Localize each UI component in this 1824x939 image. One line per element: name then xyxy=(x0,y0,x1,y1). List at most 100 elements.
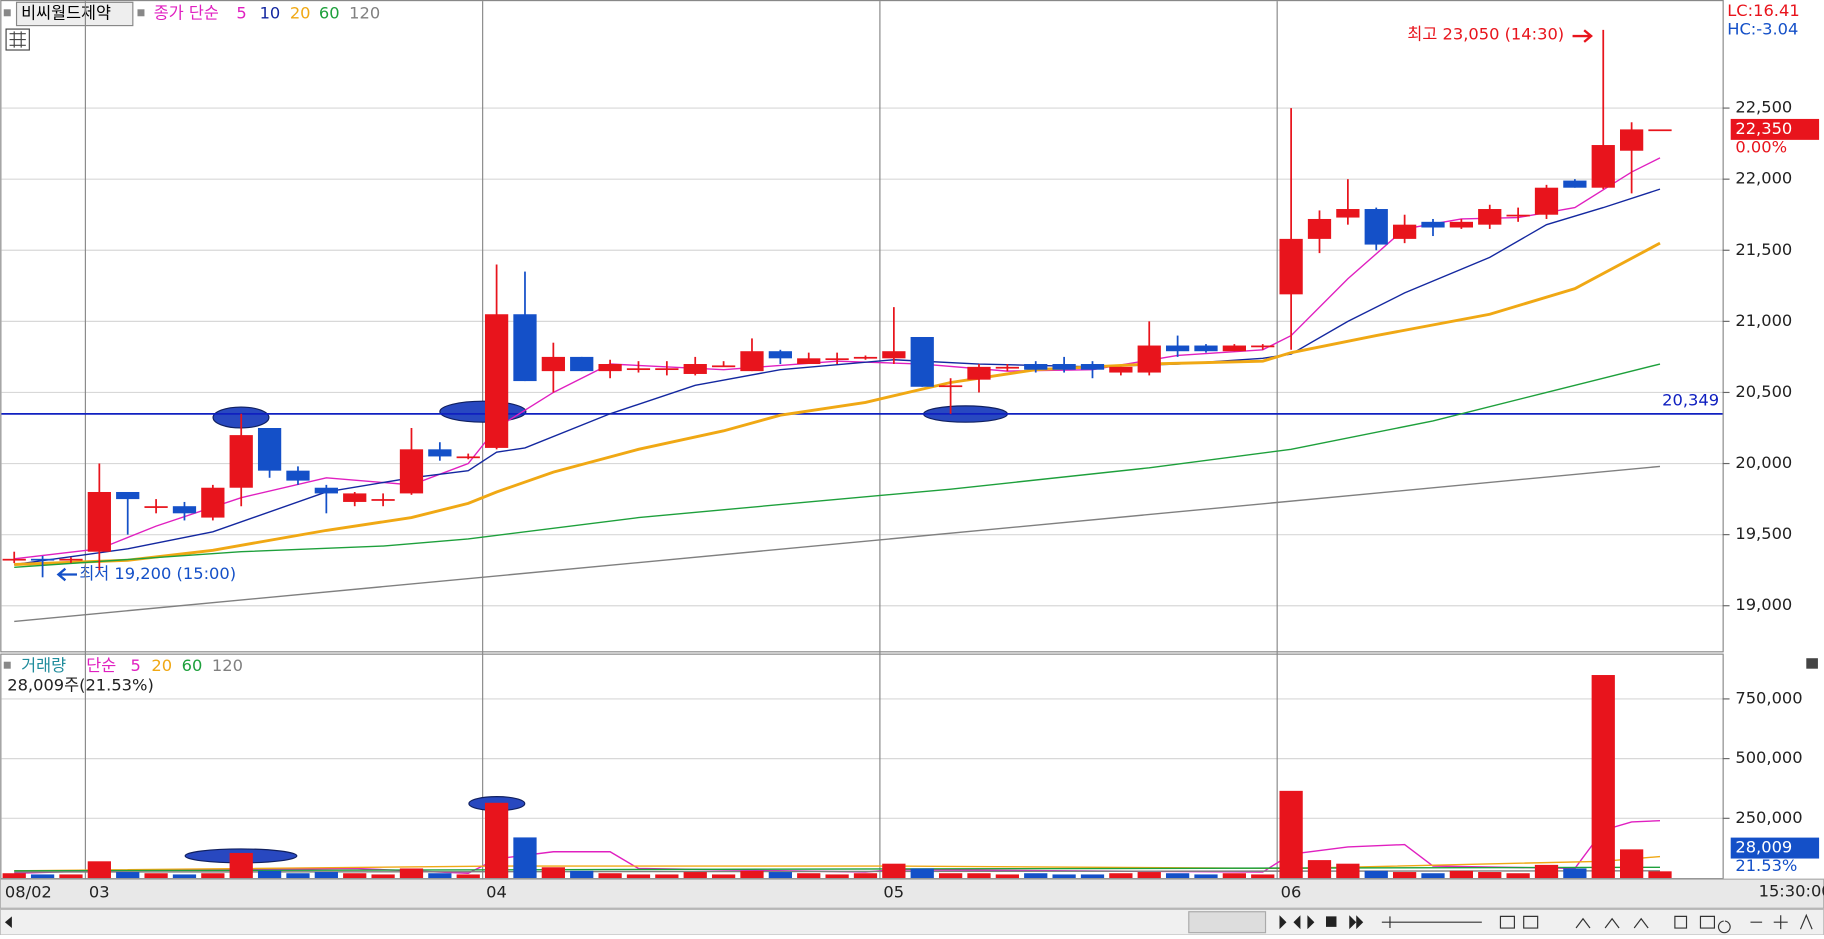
candle-body xyxy=(797,358,821,365)
candle-body xyxy=(1307,218,1332,239)
candle-body xyxy=(1421,221,1445,228)
volume-bar xyxy=(1506,873,1530,879)
zoom-slider[interactable] xyxy=(1381,916,1482,929)
candle-body xyxy=(144,506,168,508)
scroll-toolbar xyxy=(0,908,1824,936)
toolbar-icons[interactable] xyxy=(1499,913,1813,934)
x-axis-bar xyxy=(0,878,1824,909)
playback-buttons[interactable] xyxy=(1279,915,1364,930)
moving-average xyxy=(14,465,1661,623)
candle-body xyxy=(1563,180,1587,188)
volume-bar xyxy=(1165,873,1190,879)
candle-body xyxy=(116,491,140,500)
candle-body xyxy=(1080,364,1105,370)
candle-body xyxy=(1336,209,1360,218)
candle-body xyxy=(683,364,707,374)
volume-bar xyxy=(1421,873,1445,879)
volume-legend-label: 단순 xyxy=(86,656,116,675)
stock-name-box[interactable] xyxy=(15,1,134,27)
stock-name: 비씨월드제약 xyxy=(21,3,111,22)
volume-bar xyxy=(1563,868,1587,879)
volume-status: 28,009주(21.53%) xyxy=(7,676,154,695)
candle-body xyxy=(1392,224,1417,239)
volume-bar xyxy=(768,872,792,879)
volume-bar xyxy=(1222,873,1246,879)
highlight xyxy=(439,400,527,423)
time-label: 15:30:00 xyxy=(1759,881,1824,900)
grid-toggle-lines xyxy=(9,31,26,48)
volume-title: 거래량 xyxy=(21,656,66,675)
volume-bar xyxy=(626,874,651,879)
candle-body xyxy=(428,449,452,457)
volume-bar xyxy=(229,852,253,879)
low-arrow xyxy=(56,567,78,582)
candle-body xyxy=(257,428,282,471)
pane-close[interactable] xyxy=(1806,658,1818,669)
volume-bar xyxy=(2,873,26,879)
candle-body xyxy=(1506,214,1530,217)
last-price-change: 0.00% xyxy=(1735,138,1787,157)
volume-bar xyxy=(655,874,679,879)
volume-bar xyxy=(910,868,934,879)
volume-bar xyxy=(1194,874,1218,879)
volume-bar xyxy=(1478,872,1502,879)
volume-bar xyxy=(371,874,395,879)
candle-body xyxy=(910,336,934,387)
legend-entry: 5 xyxy=(236,3,246,22)
volume-bar xyxy=(797,873,821,879)
x-tick-label: 05 xyxy=(883,883,904,902)
last-volume-change: 21.53% xyxy=(1735,856,1797,875)
volume-bar xyxy=(1364,870,1388,879)
scroll-thumb[interactable] xyxy=(1188,911,1267,934)
volume-bar xyxy=(598,873,622,879)
price-legend-label: 종가 단순 xyxy=(154,3,219,22)
candle-body xyxy=(1534,187,1559,215)
candle-body xyxy=(229,435,253,488)
scroll-left[interactable] xyxy=(4,916,12,929)
volume-bar xyxy=(1307,860,1332,879)
candle-body xyxy=(1279,238,1303,295)
legend-marker xyxy=(3,9,11,17)
volume-bar xyxy=(399,868,424,879)
candle-body xyxy=(371,499,395,501)
candle-body xyxy=(768,351,792,359)
volume-bar xyxy=(1052,874,1076,879)
candle-body xyxy=(740,351,764,372)
volume-bar xyxy=(30,874,55,879)
candle-body xyxy=(1109,366,1133,373)
volume-bar xyxy=(1648,871,1672,879)
high-arrow xyxy=(1572,29,1593,43)
x-tick-label: 03 xyxy=(89,883,110,902)
candle-body xyxy=(1024,364,1048,370)
volume-bar xyxy=(541,867,565,879)
volume-bar xyxy=(513,837,537,879)
candle-body xyxy=(1137,345,1161,373)
price-pane xyxy=(0,0,1724,653)
high-annotation: 최고 23,050 (14:30) xyxy=(1407,24,1564,43)
volume-bar xyxy=(201,873,225,879)
candle-body xyxy=(1619,129,1644,151)
last-price-label: 22,350 xyxy=(1735,119,1792,138)
candle-body xyxy=(1364,209,1388,245)
candle-body xyxy=(570,356,594,372)
volume-bar xyxy=(1619,849,1644,879)
reference-label: 20,349 xyxy=(1662,391,1719,410)
candle-body xyxy=(967,366,991,380)
y-tick-label: 19,500 xyxy=(1735,524,1792,543)
volume-bar xyxy=(740,870,764,879)
volume-bar xyxy=(825,874,849,879)
y-tick-label: 750,000 xyxy=(1735,688,1802,707)
y-tick-label: 19,000 xyxy=(1735,595,1792,614)
candle-body xyxy=(1251,345,1275,348)
legend-entry: 120 xyxy=(212,656,243,675)
candle-body xyxy=(938,385,963,388)
y-tick-label: 22,000 xyxy=(1735,169,1792,188)
volume-bar xyxy=(1336,863,1360,879)
candle-body xyxy=(1648,129,1672,132)
y-tick-label: 22,500 xyxy=(1735,98,1792,117)
low-annotation: 최저 19,200 (15:00) xyxy=(79,564,236,583)
candle-body xyxy=(1222,345,1246,352)
lc-label: LC:16.41 xyxy=(1727,1,1799,20)
volume-bar xyxy=(1137,872,1161,879)
